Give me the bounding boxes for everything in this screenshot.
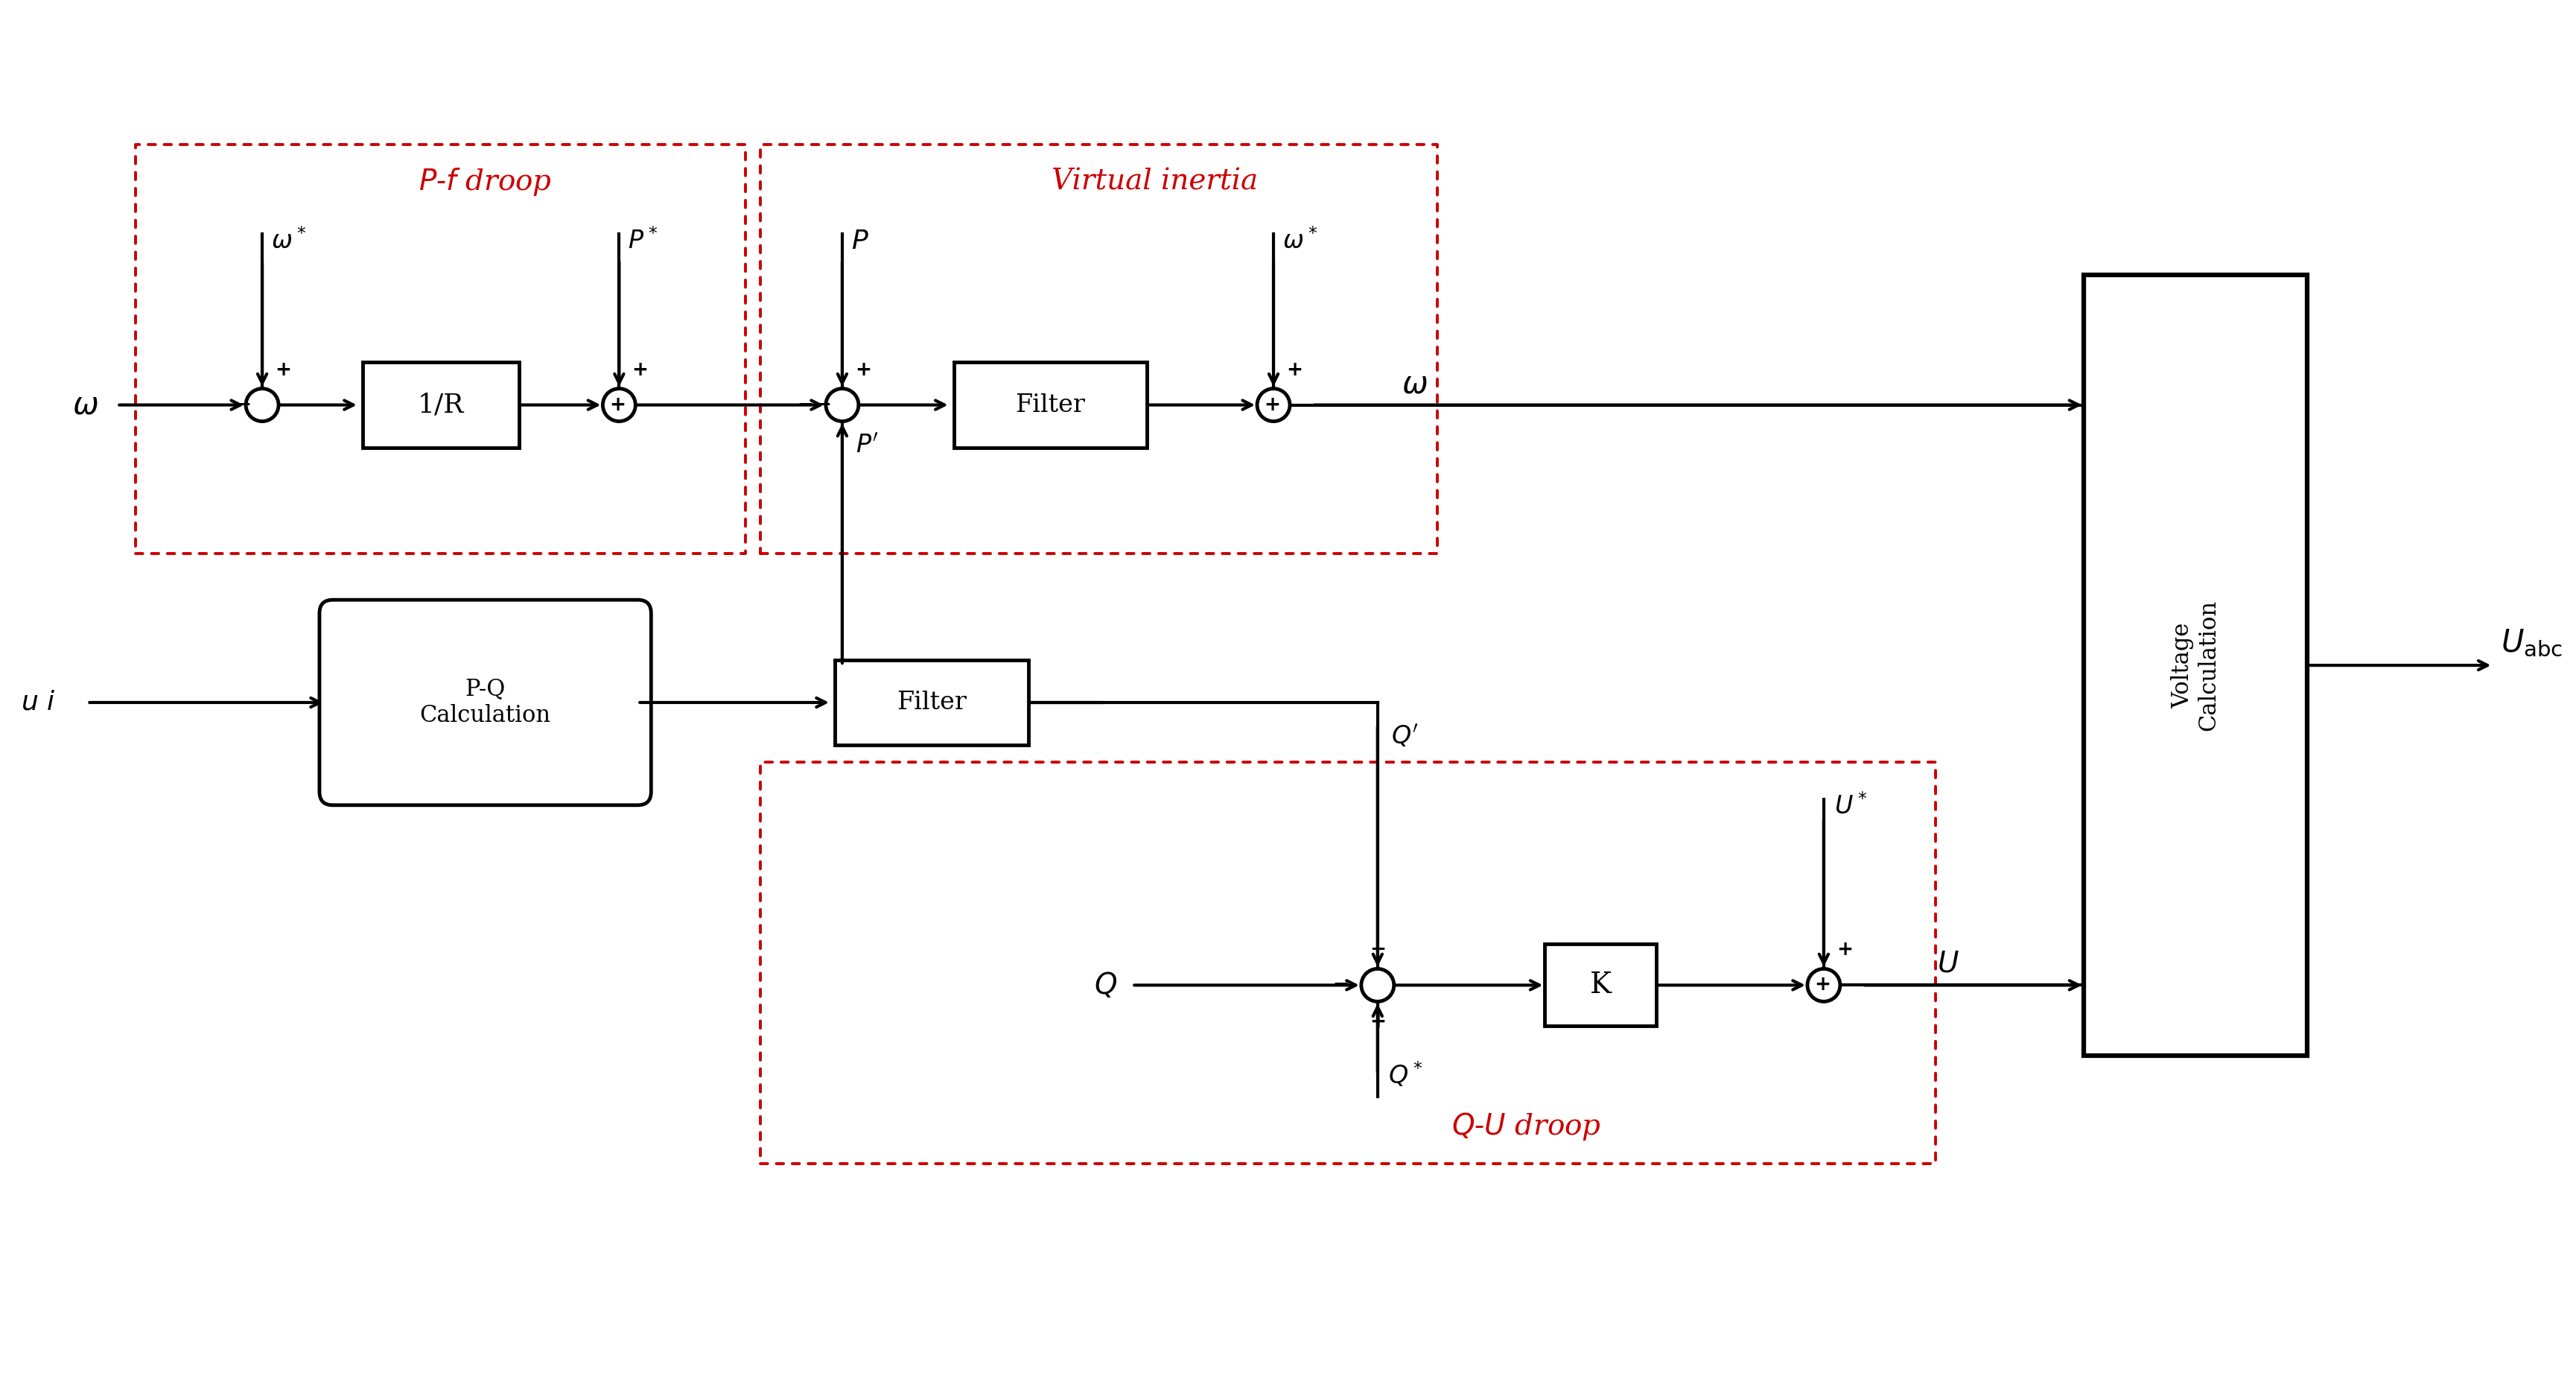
Text: $U$: $U$: [1937, 950, 1958, 978]
Text: +: +: [1285, 360, 1303, 380]
Text: $P$-$f$ droop: $P$-$f$ droop: [420, 166, 551, 198]
Text: +: +: [1837, 941, 1852, 960]
Text: $u\ i$: $u\ i$: [21, 689, 54, 715]
Bar: [1546, 945, 1656, 1026]
Circle shape: [827, 389, 858, 422]
Text: −: −: [796, 395, 814, 415]
Text: Filter: Filter: [896, 691, 966, 714]
Text: $P$: $P$: [850, 229, 868, 254]
Circle shape: [1808, 969, 1839, 1001]
Text: −: −: [814, 395, 832, 415]
Text: −: −: [1332, 975, 1350, 995]
Text: $U_\mathrm{abc}$: $U_\mathrm{abc}$: [2501, 627, 2563, 659]
Text: +: +: [1265, 395, 1280, 415]
Text: Virtual inertia: Virtual inertia: [1051, 168, 1257, 195]
Text: Filter: Filter: [1015, 393, 1084, 417]
Text: $Q^*$: $Q^*$: [1388, 1060, 1422, 1089]
Text: P-Q
Calculation: P-Q Calculation: [420, 678, 551, 728]
Text: +: +: [1370, 1013, 1386, 1032]
Bar: [363, 362, 518, 448]
Text: $\omega^*$: $\omega^*$: [1283, 228, 1316, 254]
Text: $\omega^*$: $\omega^*$: [270, 228, 307, 254]
Bar: [2084, 275, 2308, 1056]
Bar: [953, 362, 1146, 448]
Bar: [835, 659, 1028, 746]
FancyBboxPatch shape: [319, 600, 652, 805]
Circle shape: [245, 389, 278, 422]
Text: K: K: [1589, 971, 1613, 1000]
Text: −: −: [1332, 975, 1350, 995]
Circle shape: [1360, 969, 1394, 1001]
Text: $Q$-$U$ droop: $Q$-$U$ droop: [1450, 1111, 1602, 1142]
Text: −: −: [234, 395, 250, 415]
Text: $\omega$: $\omega$: [72, 390, 98, 420]
Text: $\omega$: $\omega$: [1401, 368, 1427, 400]
Text: +: +: [855, 360, 871, 380]
Text: +: +: [631, 360, 649, 380]
Text: $P^*$: $P^*$: [629, 228, 657, 254]
Text: 1/R: 1/R: [417, 393, 464, 417]
Text: −: −: [1370, 941, 1386, 960]
Circle shape: [603, 389, 636, 422]
Circle shape: [1257, 389, 1291, 422]
Text: +: +: [611, 395, 626, 415]
Text: Voltage
Calculation: Voltage Calculation: [2172, 600, 2221, 730]
Text: $Q'$: $Q'$: [1391, 724, 1419, 748]
Text: +: +: [1814, 975, 1832, 995]
Text: $P'$: $P'$: [855, 434, 878, 457]
Text: $U^*$: $U^*$: [1834, 794, 1868, 820]
Text: +: +: [276, 360, 291, 380]
Text: $Q$: $Q$: [1095, 971, 1118, 1000]
